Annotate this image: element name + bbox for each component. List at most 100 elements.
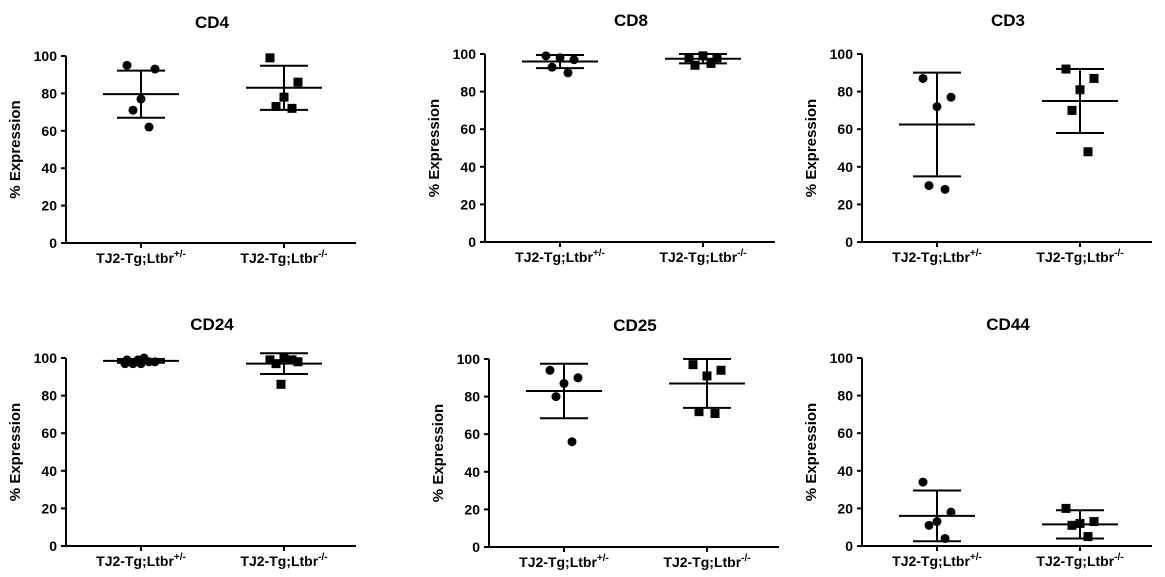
y-tick-label: 80	[837, 388, 853, 404]
y-tick-label: 0	[468, 234, 476, 250]
y-tick-label: 80	[464, 389, 480, 405]
chart-title: CD44	[986, 315, 1030, 334]
x-tick-label: TJ2-Tg;Ltbr-/-	[663, 553, 750, 570]
y-tick-label: 60	[837, 121, 853, 137]
chart-title: CD25	[613, 316, 656, 335]
data-point	[122, 60, 132, 70]
y-tick-label: 0	[472, 539, 480, 555]
plot-area: CD3 % Expression 0 20 40 60 80 100 TJ2-Tg;Ltbr+/…	[803, 11, 1152, 265]
y-tick-label: 100	[830, 350, 854, 366]
x-tick-label: TJ2-Tg;Ltbr-/-	[240, 249, 327, 266]
chart-cd4: CD4 % Expression 0 20 40 60 80 100 TJ2-Tg;Ltbr+/…	[7, 13, 356, 266]
x-tick-label: TJ2-Tg;Ltbr+/-	[892, 552, 982, 569]
data-point	[946, 507, 956, 517]
y-tick-label: 40	[460, 159, 476, 175]
y-tick-label: 80	[41, 85, 57, 101]
data-point	[287, 355, 297, 365]
y-axis-label: % Expression	[426, 99, 443, 197]
x-tick-label: TJ2-Tg;Ltbr+/-	[515, 248, 605, 265]
y-tick-label: 60	[464, 426, 480, 442]
data-point	[1089, 517, 1099, 527]
y-tick-label: 20	[41, 198, 57, 214]
y-tick-label: 0	[845, 234, 853, 250]
x-tick-label: TJ2-Tg;Ltbr-/-	[1036, 552, 1123, 569]
data-point	[924, 520, 934, 530]
y-tick-label: 100	[34, 350, 58, 366]
x-tick-label: TJ2-Tg;Ltbr+/-	[892, 248, 982, 265]
data-point	[1083, 147, 1093, 157]
data-point	[265, 355, 275, 365]
y-tick-label: 0	[845, 538, 853, 554]
chart-title: CD3	[991, 11, 1025, 30]
y-tick-label: 100	[453, 46, 477, 62]
data-point	[918, 477, 928, 487]
data-point	[293, 357, 303, 367]
y-tick-label: 40	[41, 160, 57, 176]
y-axis-label: % Expression	[7, 403, 24, 501]
data-point	[144, 122, 154, 132]
y-tick-label: 40	[837, 159, 853, 175]
y-tick-label: 20	[837, 196, 853, 212]
y-tick-label: 40	[41, 463, 57, 479]
y-tick-label: 20	[41, 500, 57, 516]
data-point	[710, 409, 720, 419]
data-point	[287, 103, 297, 113]
data-point	[1089, 73, 1099, 83]
data-point	[924, 181, 934, 191]
chart-cd44: CD44 % Expression 0 20 40 60 80 100 TJ2-Tg;Ltbr+…	[803, 315, 1152, 569]
data-point	[276, 379, 286, 389]
y-tick-label: 100	[457, 351, 481, 367]
data-point	[293, 77, 303, 87]
y-tick-label: 20	[464, 501, 480, 517]
y-tick-label: 0	[49, 235, 57, 251]
y-tick-label: 100	[830, 46, 854, 62]
chart-cd24: CD24 % Expression 0 20 40 60 80 100 TJ2-Tg;Ltbr+…	[7, 315, 356, 569]
chart-title: CD24	[190, 315, 234, 334]
x-tick-label: TJ2-Tg;Ltbr+/-	[519, 553, 609, 570]
data-point	[545, 365, 555, 375]
data-point	[1061, 503, 1071, 513]
plot-area: CD8 % Expression 0 20 40 60 80 100 TJ2-Tg;Ltbr+/…	[426, 11, 775, 265]
y-tick-label: 80	[837, 84, 853, 100]
y-tick-label: 60	[41, 425, 57, 441]
data-point	[716, 365, 726, 375]
data-point	[1083, 532, 1093, 542]
y-tick-label: 100	[34, 48, 58, 64]
y-tick-label: 0	[49, 538, 57, 554]
x-tick-label: TJ2-Tg;Ltbr+/-	[96, 249, 186, 266]
y-tick-label: 60	[460, 121, 476, 137]
y-tick-label: 60	[837, 425, 853, 441]
data-point	[688, 360, 698, 370]
data-point	[946, 92, 956, 102]
chart-title: CD8	[614, 11, 648, 30]
data-point	[271, 101, 281, 111]
data-point	[1067, 105, 1077, 115]
plot-area: CD44 % Expression 0 20 40 60 80 100 TJ2-Tg;Ltbr+…	[803, 315, 1152, 569]
chart-title: CD4	[195, 13, 230, 32]
chart-cd8: CD8 % Expression 0 20 40 60 80 100 TJ2-Tg;Ltbr+/…	[426, 11, 775, 265]
y-tick-label: 80	[41, 388, 57, 404]
y-axis-label: % Expression	[7, 100, 24, 198]
y-tick-label: 40	[837, 463, 853, 479]
y-tick-label: 20	[460, 196, 476, 212]
x-tick-label: TJ2-Tg;Ltbr-/-	[1036, 248, 1123, 265]
chart-cd3: CD3 % Expression 0 20 40 60 80 100 TJ2-Tg;Ltbr+/…	[803, 11, 1152, 265]
y-axis-label: % Expression	[803, 99, 820, 197]
y-tick-label: 60	[41, 123, 57, 139]
x-tick-label: TJ2-Tg;Ltbr-/-	[659, 248, 746, 265]
x-tick-label: TJ2-Tg;Ltbr+/-	[96, 552, 186, 569]
y-tick-label: 80	[460, 84, 476, 100]
data-point	[690, 60, 700, 70]
plot-area: CD24 % Expression 0 20 40 60 80 100 TJ2-Tg;Ltbr+…	[7, 315, 356, 569]
data-point	[567, 437, 577, 447]
plot-area: CD25 % Expression 0 20 40 60 80 100 TJ2-Tg;Ltbr+…	[430, 316, 779, 570]
y-tick-label: 20	[837, 500, 853, 516]
data-point	[694, 407, 704, 417]
plot-area: CD4 % Expression 0 20 40 60 80 100 TJ2-Tg;Ltbr+/…	[7, 13, 356, 266]
data-point	[128, 105, 138, 115]
data-point	[573, 373, 583, 383]
data-point	[918, 73, 928, 83]
y-tick-label: 40	[464, 464, 480, 480]
data-point	[569, 55, 579, 65]
